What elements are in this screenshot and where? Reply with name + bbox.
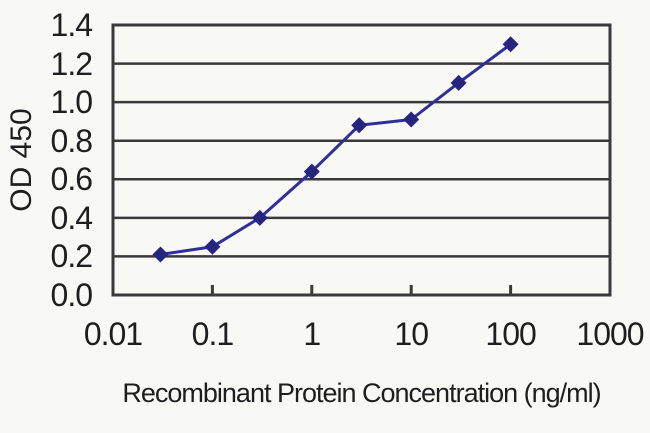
x-tick-label: 10 xyxy=(394,316,429,352)
data-point-marker xyxy=(251,209,268,226)
y-tick-label: 1.0 xyxy=(50,84,93,121)
y-tick-label: 1.2 xyxy=(50,45,93,82)
y-tick-label: 0.6 xyxy=(50,161,93,198)
y-tick-label: 0.2 xyxy=(50,238,93,275)
y-tick-label: 0.4 xyxy=(50,199,93,236)
x-tick-label: 1 xyxy=(303,316,321,352)
x-tick-label: 0.1 xyxy=(191,316,234,352)
data-point-marker xyxy=(403,111,420,128)
data-point-marker xyxy=(502,36,519,53)
plot-border xyxy=(111,23,612,297)
x-tick-label: 1000 xyxy=(576,316,644,352)
x-tick-label: 100 xyxy=(485,316,536,352)
data-point-marker xyxy=(303,163,320,180)
x-axis-title: Recombinant Protein Concentration (ng/ml… xyxy=(122,378,601,408)
data-point-marker xyxy=(204,238,221,255)
data-point-marker xyxy=(152,246,169,263)
x-tick-label: 0.01 xyxy=(83,316,143,352)
y-tick-label: 0.0 xyxy=(50,277,93,313)
data-point-marker xyxy=(351,117,368,134)
data-point-marker xyxy=(450,74,467,91)
series-line xyxy=(160,43,512,256)
y-tick-label: 1.4 xyxy=(50,7,93,43)
y-tick-label: 0.8 xyxy=(50,122,93,159)
